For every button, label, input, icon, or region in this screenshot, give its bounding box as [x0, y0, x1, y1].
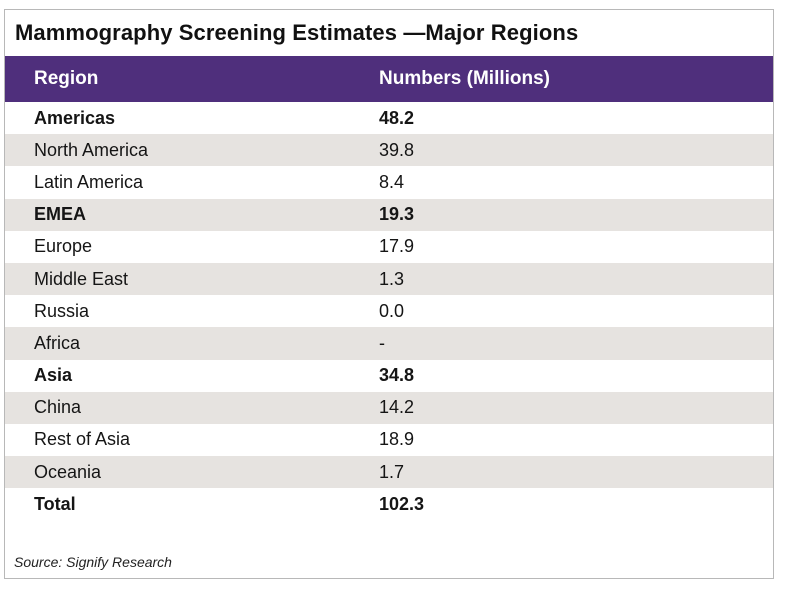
row-region: Africa [34, 332, 81, 353]
table-row: Total 102.3 [5, 488, 773, 520]
table-title: Mammography Screening Estimates —Major R… [15, 20, 579, 45]
table-row: Latin America 8.4 [5, 166, 773, 198]
table-row: Africa - [5, 327, 773, 360]
row-value: 19.3 [379, 204, 415, 225]
table-row: Americas 48.2 [5, 102, 773, 134]
table-row: EMEA 19.3 [5, 198, 773, 231]
row-region: Europe [34, 236, 93, 257]
row-value: 39.8 [379, 139, 415, 160]
row-region: Rest of Asia [34, 429, 131, 450]
row-value: 0.0 [379, 300, 405, 321]
row-region: EMEA [34, 204, 87, 225]
data-table: Region Numbers (Millions) Americas 48.2 … [5, 56, 773, 520]
source-note: Source: Signify Research [14, 554, 172, 570]
column-header-region: Region [34, 68, 99, 89]
table-row: Middle East 1.3 [5, 262, 773, 296]
table-row: Russia 0.0 [5, 295, 773, 327]
row-region: Russia [34, 300, 90, 321]
row-value: 34.8 [379, 365, 415, 386]
row-value: 48.2 [379, 107, 415, 128]
table-figure: Mammography Screening Estimates —Major R… [4, 9, 774, 579]
table-row: Oceania 1.7 [5, 456, 773, 489]
row-region: Total [34, 493, 76, 514]
row-region: China [34, 397, 82, 418]
table-header: Region Numbers (Millions) [5, 56, 773, 102]
row-region: Asia [34, 365, 73, 386]
table-row: Rest of Asia 18.9 [5, 424, 773, 456]
row-value: 14.2 [379, 397, 415, 418]
row-value: 17.9 [379, 236, 415, 257]
row-value: - [379, 332, 385, 353]
table-row: China 14.2 [5, 391, 773, 424]
row-value: 1.7 [379, 461, 405, 482]
row-region: North America [34, 139, 149, 160]
row-value: 8.4 [379, 171, 405, 192]
table-row: North America 39.8 [5, 134, 773, 167]
row-region: Oceania [34, 461, 102, 482]
table-row: Asia 34.8 [5, 360, 773, 392]
row-value: 102.3 [379, 493, 425, 514]
row-region: Middle East [34, 268, 129, 289]
row-value: 18.9 [379, 429, 415, 450]
row-region: Americas [34, 107, 116, 128]
row-region: Latin America [34, 171, 144, 192]
row-value: 1.3 [379, 268, 405, 289]
column-header-value: Numbers (Millions) [379, 68, 551, 89]
table-row: Europe 17.9 [5, 231, 773, 263]
